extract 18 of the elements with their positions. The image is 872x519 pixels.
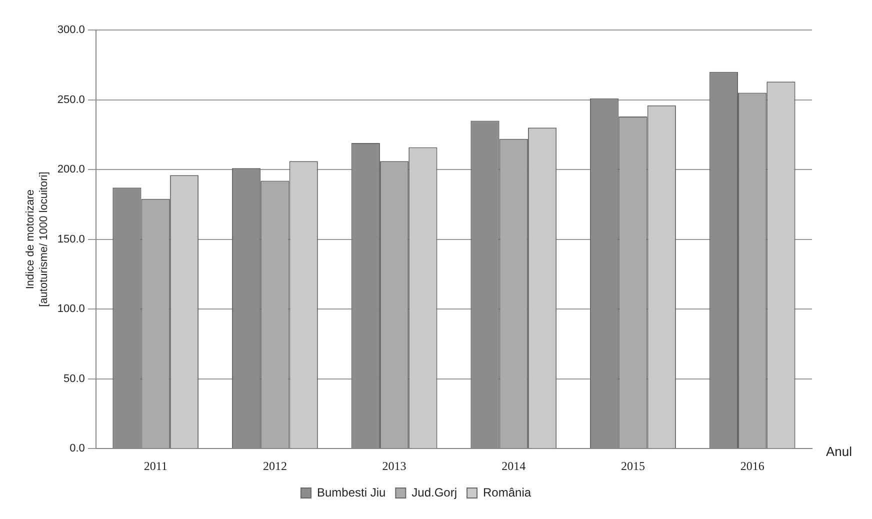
y-tick-label: 200.0	[57, 164, 85, 176]
legend-label: Bumbesti Jiu	[316, 485, 386, 500]
x-tick-label: 2012	[262, 458, 287, 473]
legend-label: Jud.Gorj	[412, 485, 458, 500]
x-tick-label: 2015	[620, 458, 645, 473]
y-tick-label: 300.0	[57, 24, 85, 36]
y-tick-label: 50.0	[64, 372, 85, 385]
y-tick-label: 250.0	[57, 94, 85, 106]
x-tick-label: 2011	[144, 458, 168, 473]
y-tick-label: 150.0	[57, 233, 85, 246]
x-axis-title: Anul	[826, 444, 852, 460]
y-tick-label: 100.0	[57, 303, 85, 316]
x-tick-label: 2013	[382, 458, 406, 473]
y-tick-label: 0.0	[70, 442, 85, 455]
x-tick-label: 2014	[502, 458, 526, 473]
y-axis-title: Indice de motorizare [autoturisme/ 1000 locuitori]	[24, 172, 50, 307]
x-tick-label: 2016	[740, 458, 764, 473]
legend-label: România	[483, 485, 532, 500]
